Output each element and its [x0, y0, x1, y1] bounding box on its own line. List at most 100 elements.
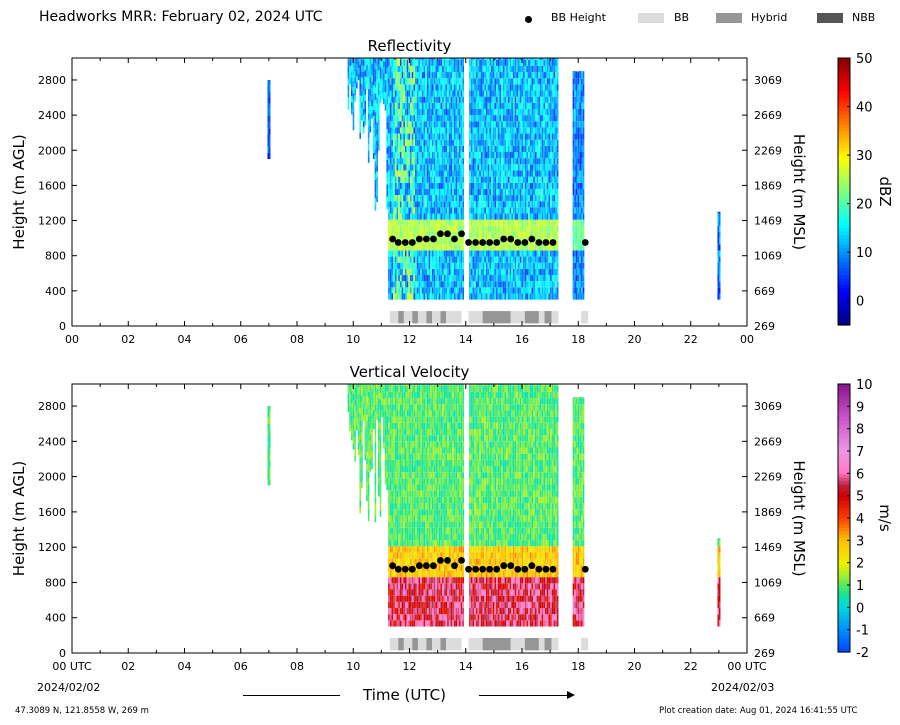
heatmap-cell	[398, 213, 400, 220]
heatmap-cell	[408, 90, 410, 97]
heatmap-cell	[416, 275, 419, 282]
heatmap-cell	[378, 64, 380, 71]
heatmap-cell	[486, 256, 488, 263]
heatmap-cell	[550, 164, 552, 171]
heatmap-cell	[406, 127, 409, 134]
heatmap-cell	[443, 133, 446, 140]
heatmap-cell	[443, 102, 446, 109]
heatmap-cell	[396, 256, 399, 263]
heatmap-cell	[399, 72, 402, 79]
heatmap-cell	[555, 115, 557, 122]
heatmap-cell	[529, 275, 532, 282]
heatmap-cell	[394, 225, 397, 232]
heatmap-cell	[524, 256, 527, 263]
heatmap-cell	[389, 207, 392, 214]
heatmap-cell	[367, 113, 370, 120]
heatmap-cell	[553, 102, 556, 109]
heatmap-cell	[513, 170, 515, 177]
heatmap-cell	[506, 201, 508, 208]
heatmap-cell	[494, 65, 497, 73]
heatmap-cell	[381, 80, 383, 87]
heatmap-cell	[572, 244, 575, 251]
heatmap-cell	[428, 158, 431, 165]
heatmap-cell	[453, 213, 456, 220]
heatmap-cell	[443, 72, 446, 79]
heatmap-cell	[457, 133, 459, 140]
heatmap-cell	[443, 225, 446, 232]
bb-height-point	[581, 239, 589, 246]
heatmap-cell	[450, 145, 453, 153]
heatmap-field	[267, 58, 721, 300]
heatmap-cell	[420, 115, 422, 122]
heatmap-cell	[511, 201, 513, 208]
heatmap-cell	[398, 256, 400, 263]
heatmap-cell	[267, 454, 270, 461]
heatmap-cell	[428, 262, 431, 269]
heatmap-cell	[546, 84, 549, 91]
heatmap-cell	[541, 213, 544, 220]
heatmap-cell	[551, 250, 554, 257]
heatmap-cell	[445, 268, 448, 276]
heatmap-cell	[718, 238, 721, 245]
heatmap-cell	[435, 102, 437, 109]
heatmap-cell	[494, 127, 497, 134]
heatmap-cell	[582, 188, 585, 196]
heatmap-cell	[502, 201, 505, 208]
heatmap-cell	[425, 65, 427, 73]
heatmap-cell	[543, 96, 545, 103]
heatmap-cell	[555, 90, 557, 97]
heatmap-cell	[480, 72, 483, 79]
heatmap-cell	[551, 102, 554, 109]
heatmap-cell	[268, 152, 271, 160]
heatmap-cell	[574, 176, 576, 183]
heatmap-cell	[425, 182, 427, 189]
heatmap-cell	[475, 145, 478, 153]
heatmap-cell	[362, 408, 365, 415]
heatmap-cell	[576, 102, 578, 109]
heatmap-cell	[504, 102, 507, 109]
heatmap-cell	[398, 262, 400, 269]
heatmap-cell	[581, 238, 583, 245]
heatmap-cell	[364, 119, 367, 126]
y-tick-label: 2800	[38, 74, 66, 87]
heatmap-cell	[536, 293, 539, 300]
heatmap-cell	[442, 96, 444, 103]
heatmap-cell	[396, 102, 399, 109]
heatmap-cell	[423, 225, 426, 232]
heatmap-cell	[479, 188, 481, 196]
heatmap-cell	[415, 262, 417, 269]
heatmap-cell	[357, 442, 360, 450]
heatmap-cell	[453, 115, 456, 122]
colorbar-band	[838, 244, 850, 249]
heatmap-cell	[499, 225, 502, 232]
heatmap-cell	[499, 293, 502, 300]
heatmap-cell	[403, 231, 405, 239]
heatmap-cell	[460, 188, 463, 196]
heatmap-cell	[470, 133, 473, 140]
heatmap-cell	[443, 238, 446, 245]
heatmap-cell	[455, 225, 458, 232]
heatmap-cell	[506, 213, 508, 220]
heatmap-cell	[491, 250, 493, 257]
heatmap-cell	[556, 231, 559, 239]
heatmap-cell	[432, 102, 434, 109]
heatmap-cell	[394, 96, 397, 103]
heatmap-cell	[403, 158, 405, 165]
heatmap-cell	[474, 244, 476, 251]
heatmap-cell	[416, 281, 419, 288]
heatmap-cell	[717, 211, 720, 214]
heatmap-cell	[267, 417, 270, 424]
heatmap-cell	[518, 219, 520, 226]
bb-class-segment	[524, 311, 539, 324]
heatmap-cell	[452, 287, 454, 294]
heatmap-cell	[484, 102, 486, 109]
heatmap-cell	[487, 108, 490, 116]
heatmap-cell	[410, 213, 412, 220]
heatmap-cell	[379, 58, 382, 61]
heatmap-cell	[349, 65, 351, 73]
heatmap-cell	[438, 84, 441, 91]
heatmap-cell	[523, 268, 525, 276]
heatmap-cell	[415, 238, 417, 245]
heatmap-cell	[425, 102, 427, 109]
heatmap-cell	[413, 287, 416, 294]
